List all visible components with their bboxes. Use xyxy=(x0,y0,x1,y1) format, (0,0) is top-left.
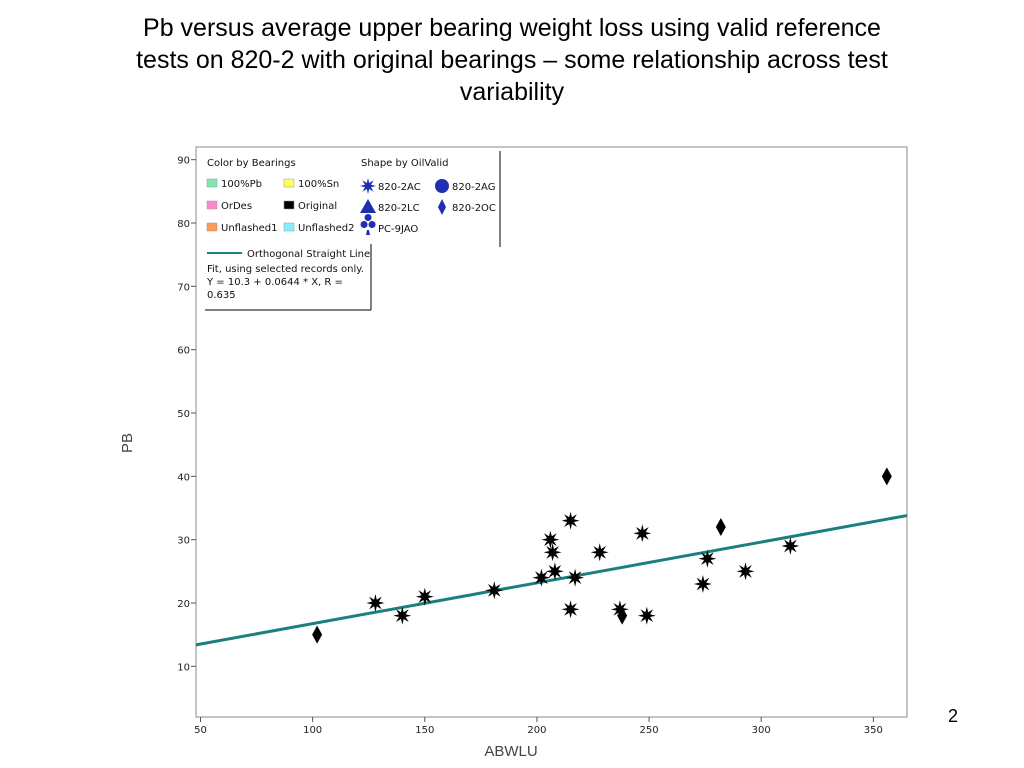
page-number: 2 xyxy=(948,706,959,726)
data-point-diamond xyxy=(881,467,892,486)
data-point-star xyxy=(633,524,652,543)
legend-color-label: 100%Sn xyxy=(298,179,339,190)
legend-shape-label: PC-9JAO xyxy=(378,224,418,235)
data-point-star xyxy=(590,543,609,562)
x-axis-label: ABWLU xyxy=(484,743,537,760)
slide-title: Pb versus average upper bearing weight l… xyxy=(60,12,964,108)
data-point-star xyxy=(698,549,717,568)
x-axis: 50 100 150 200 250 300 350 xyxy=(194,717,883,736)
x-tick-label: 150 xyxy=(415,725,434,736)
legend-color-swatch xyxy=(206,178,218,188)
legend-shape-items: 820-2AC 820-2AG 820-2LC 820-2OC PC-9JAO xyxy=(360,178,496,235)
data-point-star xyxy=(561,511,580,530)
slide-title-line: Pb versus average upper bearing weight l… xyxy=(143,14,881,42)
legend-shape-label: 820-2AG xyxy=(452,182,495,193)
legend-color-label: Unflashed2 xyxy=(298,223,355,234)
data-point-diamond xyxy=(312,625,323,644)
data-point-star xyxy=(693,575,712,593)
y-tick-label: 30 xyxy=(177,536,190,547)
legend-color-swatch xyxy=(283,200,295,210)
data-point-star xyxy=(637,606,656,625)
legend-fit-label: Orthogonal Straight Line xyxy=(247,249,370,260)
legend-color-swatch xyxy=(283,222,295,232)
legend-color-shape-box xyxy=(201,151,500,247)
x-tick-label: 50 xyxy=(194,725,207,736)
data-point-diamond xyxy=(617,606,628,625)
data-point-star xyxy=(485,581,504,600)
legend-color-label: Unflashed1 xyxy=(221,223,278,234)
y-tick-label: 10 xyxy=(177,662,190,673)
legend-color-swatch xyxy=(283,178,295,188)
x-tick-label: 350 xyxy=(864,725,883,736)
y-tick-label: 50 xyxy=(177,409,190,420)
y-tick-label: 20 xyxy=(177,599,190,610)
y-axis: 10 20 30 40 50 60 70 80 90 xyxy=(177,156,196,673)
data-point-star xyxy=(736,562,755,581)
data-points xyxy=(312,467,892,644)
legend-fit-text: Y = 10.3 + 0.0644 * X, R = xyxy=(206,277,343,288)
legend-shape-label: 820-2OC xyxy=(452,203,496,214)
fit-line-layer xyxy=(195,514,908,647)
y-axis-label: PB xyxy=(119,433,136,453)
club-icon xyxy=(360,214,376,235)
circle-icon xyxy=(435,179,449,193)
legend-color-items: 100%Pb 100%Sn OrDes Original Unflashed1 Unfla… xyxy=(206,178,355,234)
legend-shape-header: Shape by OilValid xyxy=(361,158,448,169)
x-tick-label: 100 xyxy=(303,725,322,736)
data-point-star xyxy=(543,543,562,562)
data-point-star xyxy=(393,606,412,625)
y-tick-label: 60 xyxy=(177,346,190,357)
legend-fit-text: Fit, using selected records only. xyxy=(207,264,364,275)
x-tick-label: 250 xyxy=(640,725,659,736)
legend: Color by Bearings Shape by OilValid 100%… xyxy=(201,151,501,311)
legend-fit-box xyxy=(201,244,371,310)
fit-line xyxy=(195,514,908,647)
data-point-star xyxy=(366,594,385,612)
diamond-icon xyxy=(438,199,446,215)
data-point-star xyxy=(566,568,585,587)
legend-fit-text: 0.635 xyxy=(207,290,236,301)
data-point-star xyxy=(561,600,580,619)
x-tick-label: 200 xyxy=(527,725,546,736)
legend-color-label: OrDes xyxy=(221,201,252,212)
data-point-star xyxy=(532,568,551,587)
slide-title-line: tests on 820-2 with original bearings – … xyxy=(136,46,888,74)
slide-title-line: variability xyxy=(459,78,565,106)
star-icon xyxy=(360,178,376,194)
data-point-star xyxy=(545,562,564,581)
data-point-star xyxy=(415,587,434,606)
data-point-star xyxy=(781,537,800,555)
legend-color-swatch xyxy=(206,200,218,210)
legend-color-label: 100%Pb xyxy=(221,179,262,190)
y-tick-label: 70 xyxy=(177,282,190,293)
data-point-diamond xyxy=(715,518,726,536)
legend-color-header: Color by Bearings xyxy=(207,158,296,169)
legend-color-label: Original xyxy=(298,201,337,212)
data-point-star xyxy=(541,530,560,549)
x-tick-label: 300 xyxy=(752,725,771,736)
y-tick-label: 80 xyxy=(177,219,190,230)
legend-color-swatch xyxy=(206,222,218,232)
y-tick-label: 90 xyxy=(177,156,190,167)
triangle-icon xyxy=(360,199,376,213)
legend-shape-label: 820-2LC xyxy=(378,203,420,214)
y-tick-label: 40 xyxy=(177,472,190,483)
legend-shape-label: 820-2AC xyxy=(378,182,421,193)
